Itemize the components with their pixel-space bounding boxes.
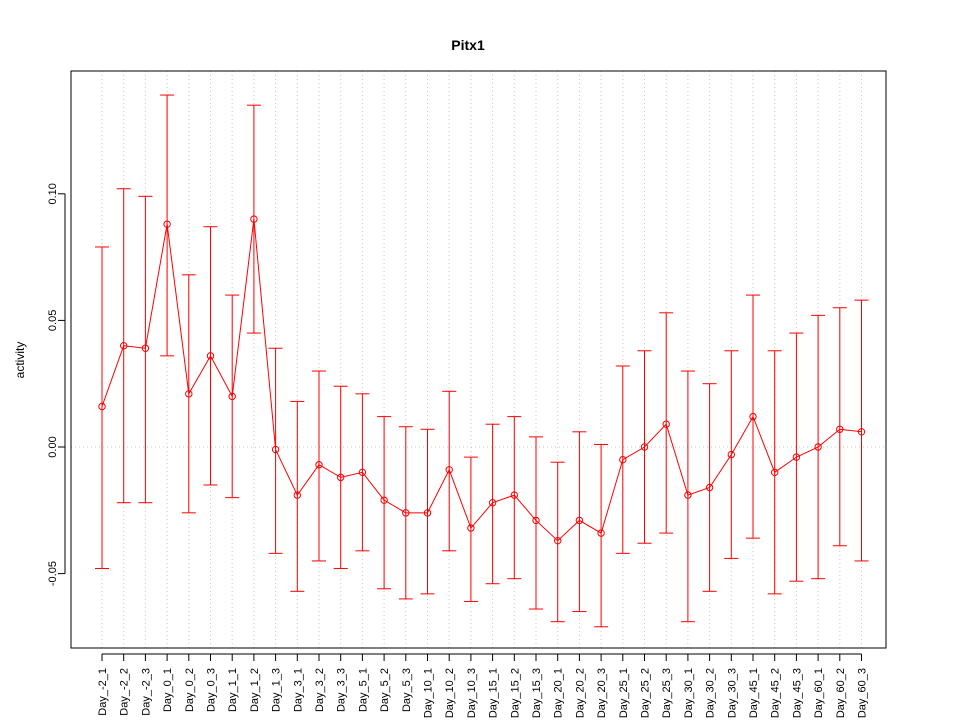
data-point — [727, 450, 735, 459]
x-tick-label: Day_3_1 — [292, 668, 304, 712]
data-point — [402, 509, 410, 517]
x-tick-label: Day_5_2 — [379, 668, 391, 712]
x-tick-label: Day_20_2 — [574, 668, 586, 718]
x-tick-label: Day_1_3 — [271, 668, 283, 712]
data-point — [749, 412, 757, 421]
x-tick-label: Day_30_3 — [726, 668, 738, 718]
x-tick-label: Day_25_2 — [640, 668, 652, 718]
x-tick-label: Day_15_2 — [509, 668, 521, 718]
x-tick-label: Day_10_3 — [466, 668, 478, 718]
x-tick-label: Day_15_3 — [531, 668, 543, 718]
data-point — [358, 468, 367, 477]
data-point — [857, 428, 866, 436]
x-tick-label: Day_45_1 — [748, 668, 760, 718]
x-tick-label: Day_60_1 — [813, 668, 825, 718]
data-point — [662, 420, 670, 428]
x-tick-label: Day_60_3 — [857, 668, 869, 718]
x-tick-label: Day_5_1 — [357, 668, 369, 712]
plot-frame — [70, 70, 887, 649]
data-point — [98, 402, 106, 411]
data-point — [185, 390, 193, 398]
data-point — [337, 473, 345, 482]
y-tick-label: 0.00 — [47, 436, 59, 457]
x-tick-label: Day_30_2 — [705, 668, 717, 718]
x-tick-label: Day_15_1 — [488, 668, 500, 718]
x-tick-label: Day_-2_2 — [119, 668, 131, 716]
x-tick-label: Day_-2_3 — [140, 668, 152, 716]
grid — [71, 71, 886, 648]
x-tick-label: Day_10_1 — [423, 668, 435, 718]
data-point — [380, 496, 388, 504]
data-point — [640, 443, 649, 451]
data-point — [250, 215, 258, 223]
data-point — [120, 342, 128, 350]
data-point — [141, 344, 150, 352]
data-point — [597, 529, 605, 537]
x-tick-label: Day_-2_1 — [97, 668, 109, 716]
data-point — [619, 455, 627, 464]
data-point — [445, 466, 453, 474]
x-tick-label: Day_20_3 — [596, 668, 608, 718]
x-tick-label: Day_0_2 — [184, 668, 196, 712]
x-tick-label: Day_0_1 — [162, 668, 174, 712]
data-point — [510, 491, 518, 499]
x-tick-label: Day_45_2 — [770, 668, 782, 718]
data-point — [488, 499, 497, 507]
x-tick-label: Day_45_3 — [791, 668, 803, 718]
data-point — [423, 509, 432, 517]
x-tick-label: Day_10_2 — [444, 668, 456, 718]
error-bars — [95, 94, 869, 628]
data-point — [814, 443, 822, 451]
x-tick-label: Day_5_3 — [401, 668, 413, 712]
y-axis-label: activity — [13, 342, 27, 379]
x-tick-label: Day_25_1 — [618, 668, 630, 718]
chart-title: Pitx1 — [451, 37, 485, 53]
data-point — [293, 491, 301, 499]
y-tick-label: -0.05 — [47, 561, 59, 586]
y-tick-label: 0.10 — [47, 183, 59, 204]
data-point — [532, 516, 540, 525]
data-point — [684, 491, 692, 499]
data-point — [206, 352, 215, 360]
x-tick-label: Day_1_2 — [249, 668, 261, 712]
x-tick-label: Day_60_2 — [835, 668, 847, 718]
series — [98, 215, 866, 545]
x-tick-label: Day_25_3 — [661, 668, 673, 718]
data-point — [554, 536, 562, 545]
data-point — [575, 516, 584, 525]
x-tick-label: Day_20_1 — [553, 668, 565, 718]
axes: -0.05 0.00 0.05 0.10 Day_-2_1 Day_-2_2 Day_-2_… — [47, 183, 869, 718]
data-point — [315, 461, 323, 469]
y-tick-label: 0.05 — [47, 310, 59, 331]
data-point — [836, 425, 844, 433]
x-tick-label: Day_3_2 — [314, 668, 326, 712]
data-point — [771, 468, 779, 477]
data-point — [705, 483, 714, 492]
data-point — [792, 453, 801, 461]
data-point — [467, 524, 475, 532]
x-tick-label: Day_1_1 — [227, 668, 239, 712]
x-tick-label: Day_0_3 — [206, 668, 218, 712]
data-point — [271, 445, 280, 454]
x-tick-label: Day_3_3 — [336, 668, 348, 712]
data-point — [228, 392, 236, 401]
series-line — [101, 219, 862, 542]
data-point — [163, 220, 171, 228]
x-tick-label: Day_30_1 — [683, 668, 695, 718]
